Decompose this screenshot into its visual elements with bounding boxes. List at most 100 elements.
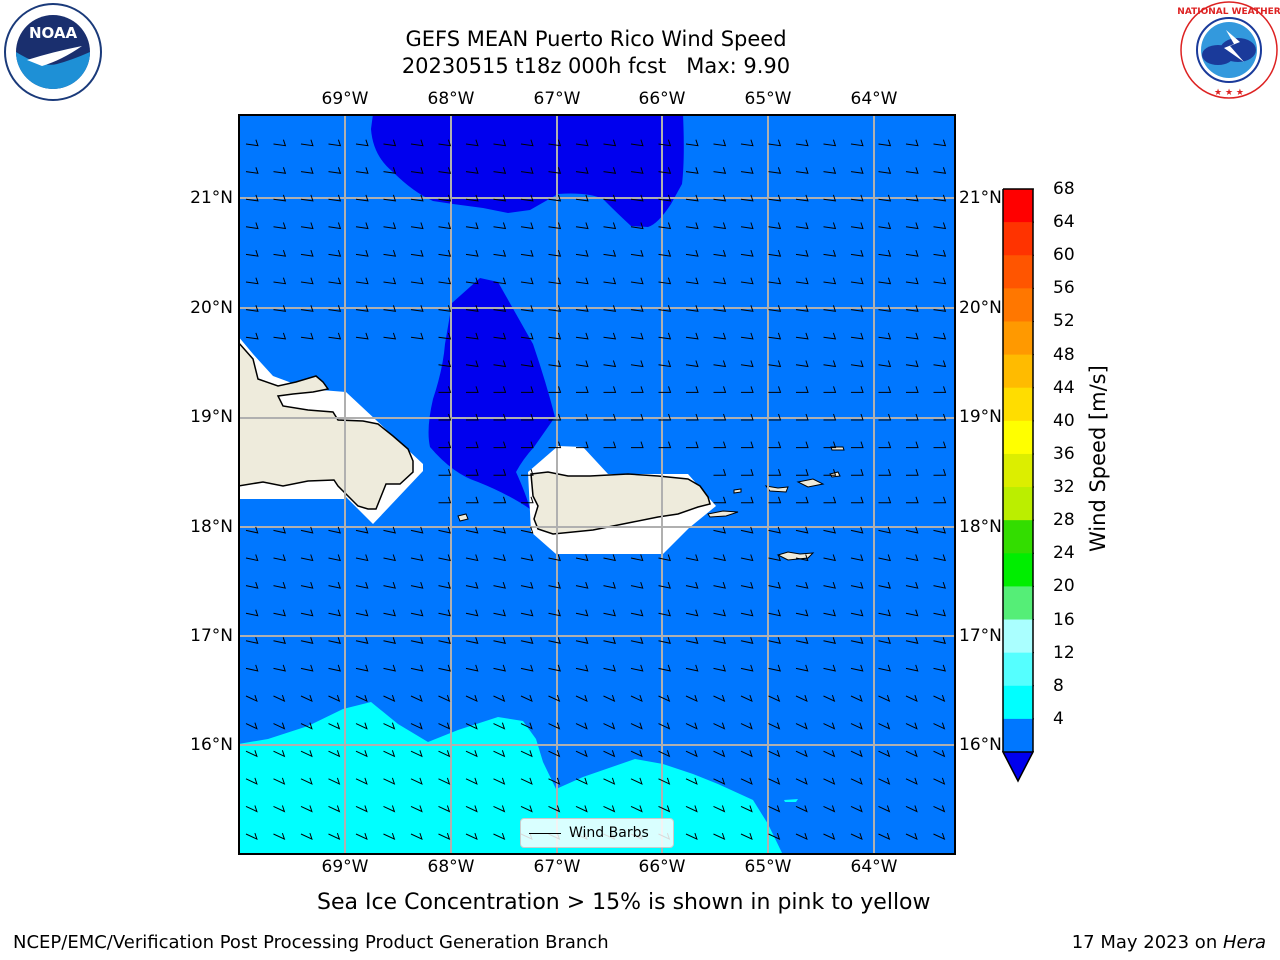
wind-barb: [658, 139, 672, 147]
lon-label-top-68w: 68°W: [427, 89, 475, 109]
wind-barb: [740, 194, 754, 202]
wind-barb: [300, 332, 314, 340]
wind-barb: [300, 305, 314, 312]
wind-barb: [823, 469, 837, 476]
wind-barb: [493, 249, 507, 257]
wind-barb: [630, 750, 643, 758]
wind-barb: [713, 332, 727, 340]
lon-label-top-67w: 67°W: [533, 89, 581, 109]
wind-barb: [850, 777, 863, 785]
wind-barb: [438, 581, 451, 589]
wind-barb: [796, 413, 809, 421]
lon-label-bottom-69w: 69°W: [321, 857, 369, 877]
wind-barb: [630, 694, 643, 703]
wind-barb: [740, 664, 754, 672]
wind-barb: [273, 832, 286, 841]
wind-barb: [658, 581, 671, 589]
wind-barb: [300, 750, 313, 758]
wind-barb: [273, 277, 287, 285]
wind-barb: [493, 222, 507, 230]
colorbar-tick-label: 28: [1053, 510, 1075, 531]
wind-barb: [465, 277, 479, 285]
wind-barb: [906, 386, 919, 393]
wind-barb: [685, 777, 698, 785]
wind-barb: [383, 249, 397, 257]
wind-barb: [245, 777, 258, 785]
colorbar-tick-label: 20: [1053, 576, 1075, 597]
wind-barb: [658, 777, 671, 785]
wind-barb: [603, 167, 617, 174]
wind-barb: [355, 249, 369, 257]
wind-barb: [328, 805, 341, 813]
wind-barb: [850, 249, 864, 257]
wind-barb: [273, 194, 287, 202]
wind-barb: [933, 277, 947, 285]
wind-barb: [328, 222, 342, 230]
wind-barb: [905, 694, 918, 703]
colorbar-tick-label: 12: [1053, 642, 1075, 663]
wind-barb: [713, 832, 726, 841]
wind-barb: [355, 526, 369, 534]
wind-barb: [795, 167, 809, 174]
wind-barb: [548, 360, 562, 368]
wind-barb: [383, 722, 396, 730]
wind-barb: [355, 305, 369, 312]
sea-ice-footnote: Sea Ice Concentration > 15% is shown in …: [317, 890, 931, 915]
wind-barb: [905, 305, 919, 312]
wind-barb: [493, 360, 507, 368]
lon-label-top-64w: 64°W: [850, 89, 898, 109]
wind-barb: [603, 637, 616, 644]
wind-barb: [300, 222, 314, 230]
lat-label-left-20n: 20°N: [190, 298, 233, 318]
wind-barb: [521, 413, 534, 421]
wind-barb: [878, 249, 892, 257]
colorbar-band: [1003, 354, 1033, 389]
wind-barb: [658, 277, 672, 285]
svg-text:★ ★ ★: ★ ★ ★: [1214, 88, 1244, 98]
wind-barb: [630, 777, 643, 785]
wind-barb: [878, 139, 892, 147]
wind-barb: [850, 332, 864, 340]
wind-barb: [851, 469, 864, 476]
colorbar-tick-label: 40: [1053, 410, 1075, 431]
wind-barb: [383, 805, 396, 813]
lon-label-bottom-68w: 68°W: [427, 857, 475, 877]
wind-barb: [493, 664, 506, 672]
wind-barb: [713, 609, 726, 617]
wind-barb: [658, 554, 671, 562]
wind-barb: [933, 805, 946, 813]
wind-barb: [603, 305, 617, 312]
wind-barb: [685, 277, 699, 285]
wind-barb: [905, 139, 919, 147]
wind-barb: [658, 413, 672, 421]
wind-barb: [410, 222, 424, 230]
wind-barb: [795, 360, 809, 368]
wind-barb: [850, 554, 864, 562]
wind-barb: [740, 750, 753, 758]
wind-barb: [493, 413, 507, 421]
wind-barb: [245, 305, 259, 312]
wind-barb: [520, 637, 534, 644]
wind-barb: [493, 694, 506, 703]
legend-label: Wind Barbs: [569, 825, 649, 841]
colorbar-under-triangle: [1002, 751, 1034, 783]
lat-label-right-16n: 16°N: [959, 735, 1002, 755]
wind-barb: [850, 805, 863, 813]
wind-barb: [438, 637, 451, 644]
wind-barb: [850, 360, 864, 368]
wind-barb: [575, 360, 589, 368]
wind-barb: [851, 386, 864, 393]
wind-barb: [548, 637, 561, 644]
wind-barb: [850, 305, 864, 312]
wind-barb: [328, 277, 342, 285]
wind-barb: [850, 664, 864, 672]
wind-barb: [273, 554, 286, 562]
wind-barb: [850, 277, 864, 285]
wind-barb: [493, 469, 507, 476]
wind-barb: [796, 469, 809, 476]
wind-barb: [823, 722, 836, 730]
wind-barb: [740, 554, 754, 562]
wind-barb: [713, 167, 727, 174]
wind-barb: [438, 777, 451, 785]
colorbar-band: [1003, 487, 1033, 521]
